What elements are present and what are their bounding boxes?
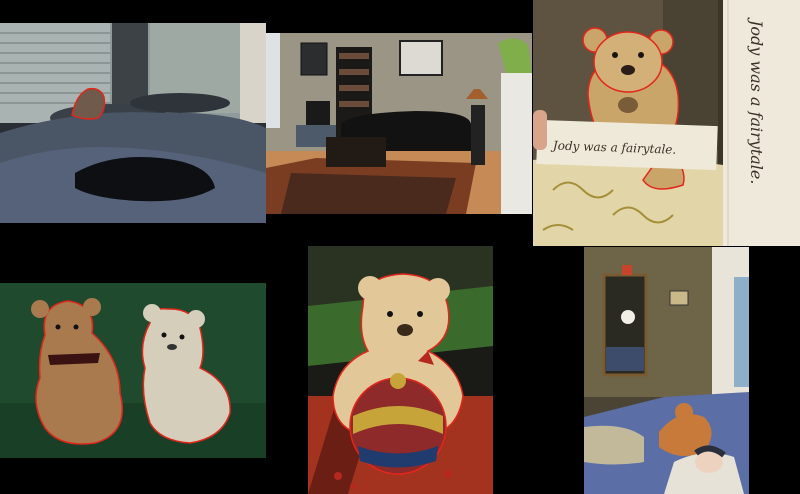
note-text: Jody was a fairytale. (550, 138, 677, 156)
tile-bedroom-window-bear (0, 23, 266, 223)
bear-outline-brown (35, 300, 123, 445)
tile-bedroom-cat-baby (584, 247, 749, 494)
bedroom-window-photo (0, 23, 266, 223)
bedroom-cat-baby-photo (584, 247, 749, 494)
tile-bear-holding-note: Jody was a fairytale. Jody was a fairyta… (533, 0, 800, 246)
two-teddy-bears-photo (0, 283, 266, 458)
tile-christmas-bear (308, 246, 493, 494)
christmas-bear-photo (308, 246, 493, 494)
bear-outline (71, 87, 106, 120)
tile-living-room (266, 33, 532, 214)
bear-note-photo: Jody was a fairytale. Jody was a fairyta… (533, 0, 800, 246)
tile-two-teddy-bears (0, 283, 266, 458)
paper-strip-text: Jody was a fairytale. (747, 17, 766, 184)
living-room-photo (266, 33, 532, 214)
bear-outline-white (141, 308, 231, 444)
